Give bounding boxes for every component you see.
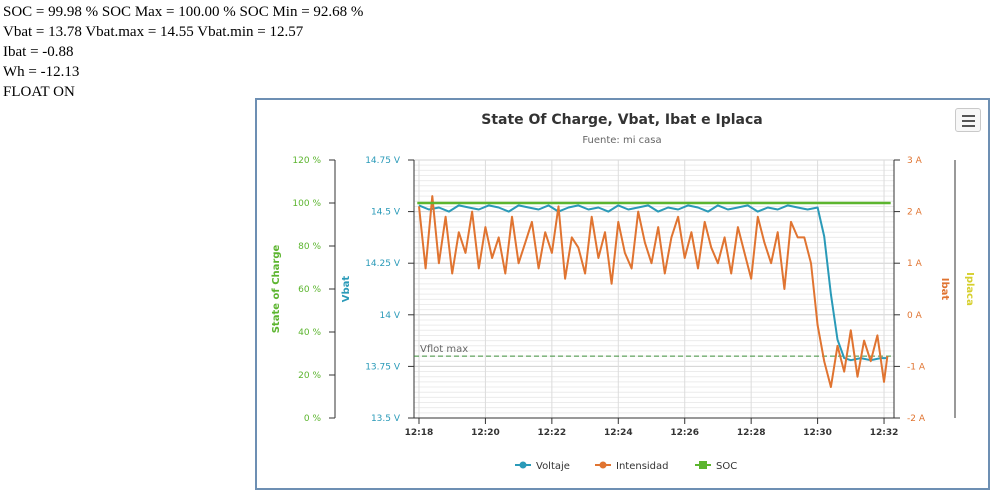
ibat-tick-label: 3 A	[907, 156, 923, 166]
vbat-axis-title: Vbat	[341, 276, 352, 303]
x-tick-label: 12:26	[670, 428, 699, 438]
chart-title: State Of Charge, Vbat, Ibat e Iplaca	[481, 112, 762, 128]
x-tick-label: 12:22	[538, 428, 567, 438]
chart-svg: State Of Charge, Vbat, Ibat e Iplaca Fuen…	[271, 112, 975, 472]
soc-tick-label: 0 %	[304, 414, 322, 424]
legend-label-voltaje: Voltaje	[536, 461, 570, 472]
status-readout: SOC = 99.98 % SOC Max = 100.00 % SOC Min…	[3, 2, 363, 102]
soc-tick-label: 120 %	[292, 156, 321, 166]
ibat-tick-label: 2 A	[907, 208, 923, 218]
soc-tick-label: 40 %	[298, 328, 321, 338]
x-tick-label: 12:30	[803, 428, 832, 438]
soc-tick-label: 20 %	[298, 371, 321, 381]
ibat-tick-label: 1 A	[907, 259, 923, 269]
chart-subtitle: Fuente: mi casa	[582, 135, 661, 146]
legend-marker-soc	[699, 461, 707, 469]
x-tick-label: 12:24	[604, 428, 633, 438]
hamburger-menu-icon[interactable]	[955, 108, 981, 132]
x-tick-label: 12:28	[737, 428, 766, 438]
ibat-tick-label: -1 A	[907, 362, 926, 372]
ibat-tick-label: 0 A	[907, 311, 923, 321]
ibat-axis-title: Ibat	[939, 278, 950, 301]
legend-marker-voltaje	[519, 461, 527, 469]
chart-container: State Of Charge, Vbat, Ibat e Iplaca Fuen…	[255, 98, 990, 490]
float-status: FLOAT ON	[3, 84, 75, 100]
vbat-tick-label: 14.75 V	[365, 156, 401, 166]
legend-label-soc: SOC	[716, 461, 737, 472]
vbat-tick-label: 13.5 V	[371, 414, 401, 424]
soc-readout: SOC = 99.98 % SOC Max = 100.00 % SOC Min…	[3, 4, 364, 20]
legend-marker-intensidad	[599, 461, 607, 469]
vbat-tick-label: 14.25 V	[365, 259, 401, 269]
series-line-voltaje	[418, 204, 888, 362]
soc-tick-label: 60 %	[298, 285, 321, 295]
vbat-tick-label: 14.5 V	[371, 208, 401, 218]
vbat-tick-label: 13.75 V	[365, 362, 401, 372]
x-tick-label: 12:32	[870, 428, 899, 438]
x-tick-label: 12:18	[405, 428, 434, 438]
x-tick-label: 12:20	[471, 428, 500, 438]
wh-readout: Wh = -12.13	[3, 64, 80, 80]
vbat-readout: Vbat = 13.78 Vbat.max = 14.55 Vbat.min =…	[3, 24, 304, 40]
soc-axis-title: State of Charge	[271, 245, 282, 334]
soc-tick-label: 80 %	[298, 242, 321, 252]
series-line-intensidad	[418, 195, 889, 388]
vbat-tick-label: 14 V	[380, 311, 401, 321]
ibat-tick-label: -2 A	[907, 414, 926, 424]
legend-label-intensidad: Intensidad	[616, 461, 669, 472]
iplaca-axis-title: Iplaca	[964, 272, 975, 306]
soc-tick-label: 100 %	[292, 199, 321, 209]
ibat-readout: Ibat = -0.88	[3, 44, 74, 60]
vflot-max-label: Vflot max	[420, 344, 468, 355]
